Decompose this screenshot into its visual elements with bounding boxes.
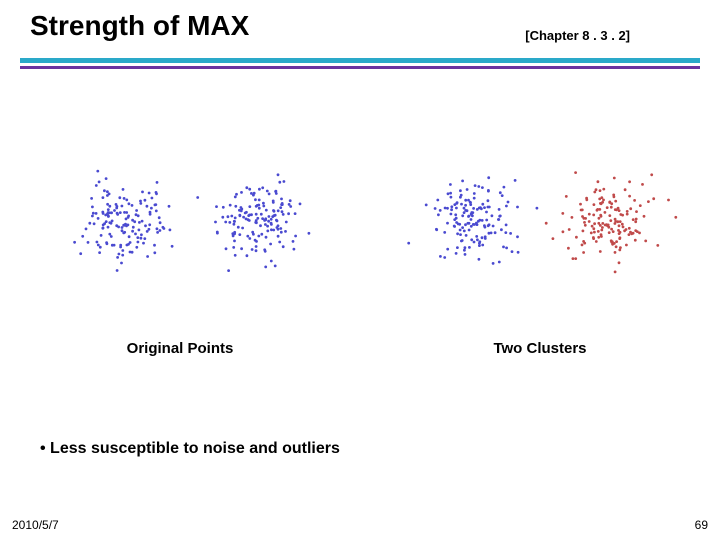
bullet-line: • Less susceptible to noise and outliers (40, 440, 340, 458)
divider-top (20, 58, 700, 63)
caption-right: Two Clusters (440, 340, 640, 357)
divider-bottom (20, 66, 700, 69)
slide-title: Strength of MAX (30, 10, 249, 42)
scatter-left (30, 130, 340, 310)
scatter-svg (380, 130, 690, 310)
scatter-right (380, 130, 690, 310)
footer-date: 2010/5/7 (12, 518, 59, 532)
caption-left: Original Points (80, 340, 280, 357)
scatter-svg (30, 130, 340, 310)
footer-page: 69 (695, 518, 708, 532)
chapter-ref: [Chapter 8 . 3 . 2] (525, 28, 630, 43)
